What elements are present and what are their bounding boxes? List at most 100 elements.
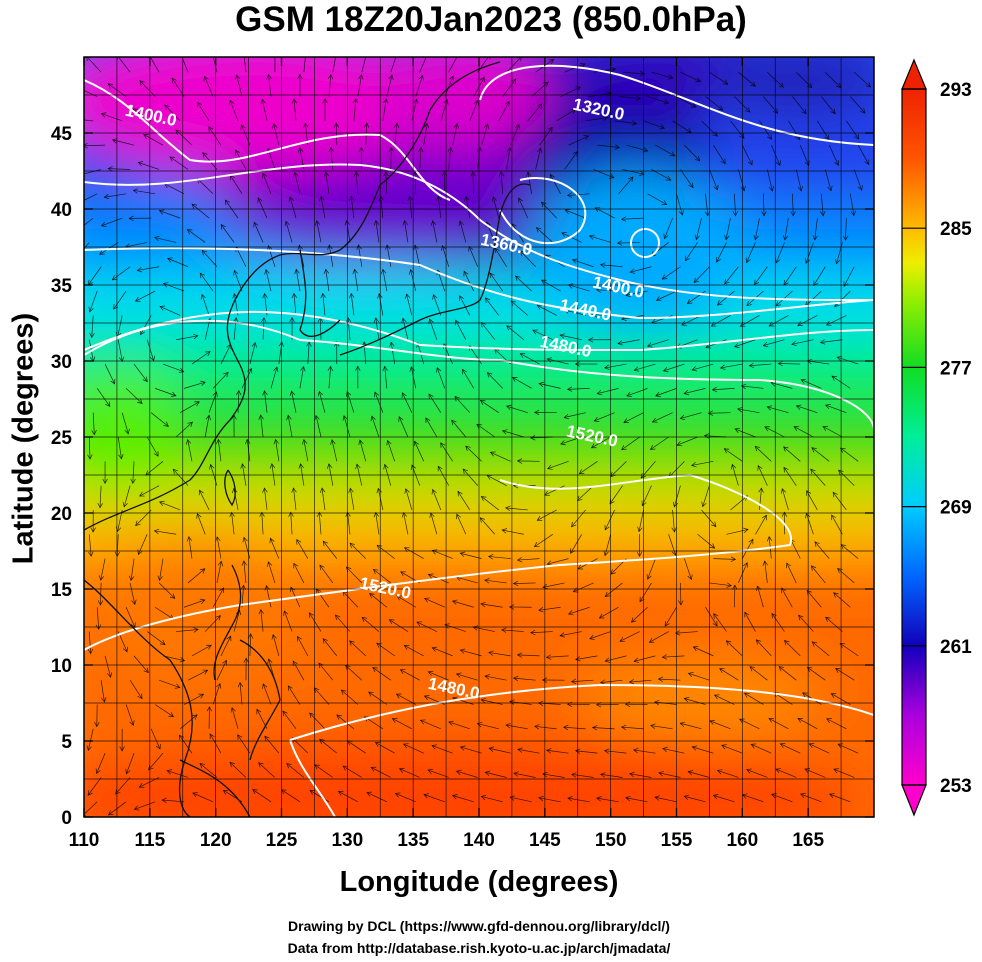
- wind-arrowhead: [713, 694, 720, 700]
- wind-streamline: [212, 683, 221, 705]
- wind-streamline: [293, 293, 297, 316]
- wind-arrowhead: [76, 227, 81, 232]
- wind-streamline: [567, 797, 590, 803]
- wind-arrowhead: [517, 197, 523, 204]
- wind-arrowhead: [768, 718, 775, 723]
- wind-streamline: [148, 752, 164, 771]
- wind-arrowhead: [192, 792, 198, 798]
- wind-arrowhead: [724, 234, 730, 241]
- wind-streamline: [432, 647, 453, 657]
- wind-streamline: [342, 590, 359, 608]
- wind-streamline: [204, 415, 210, 438]
- wind-arrowhead: [662, 366, 669, 373]
- wind-arrowhead: [470, 171, 476, 177]
- wind-streamline: [387, 440, 396, 462]
- wind-streamline: [705, 607, 718, 627]
- wind-arrowhead: [164, 104, 170, 110]
- wind-arrowhead: [377, 293, 383, 299]
- wind-arrowhead: [562, 724, 569, 731]
- wind-streamline: [809, 743, 830, 754]
- wind-streamline: [708, 412, 731, 414]
- wind-arrowhead: [721, 744, 727, 750]
- colorbar-lower-triangle: [901, 784, 927, 817]
- wind-streamline: [328, 366, 331, 389]
- wind-streamline: [481, 796, 503, 803]
- wind-arrowhead: [428, 318, 434, 324]
- wind-streamline: [622, 169, 645, 175]
- wind-arrowhead: [476, 146, 483, 153]
- wind-streamline: [433, 294, 442, 316]
- wind-streamline: [506, 405, 528, 414]
- wind-streamline: [725, 218, 731, 240]
- contour-line: [479, 64, 874, 146]
- wind-streamline: [783, 467, 797, 486]
- wind-arrowhead: [743, 562, 749, 568]
- wind-arrowhead: [142, 376, 148, 383]
- wind-streamline: [197, 513, 206, 535]
- wind-arrowhead: [560, 440, 566, 446]
- wind-arrowhead: [124, 428, 130, 435]
- wind-arrowhead: [242, 50, 247, 55]
- x-tick-label: 130: [331, 830, 363, 851]
- wind-arrowhead: [800, 793, 806, 799]
- wind-arrowhead: [678, 210, 684, 216]
- wind-arrowhead: [501, 528, 508, 534]
- wind-arrowhead: [570, 108, 577, 114]
- wind-arrowhead: [364, 51, 369, 56]
- wind-arrowhead: [458, 220, 464, 227]
- wind-streamline: [693, 266, 710, 283]
- wind-arrowhead: [598, 613, 605, 619]
- wind-streamline: [154, 530, 177, 535]
- contour-line: [84, 163, 874, 301]
- wind-streamline: [546, 655, 569, 658]
- wind-streamline: [316, 220, 322, 243]
- wind-arrowhead: [743, 692, 750, 698]
- wind-streamline: [330, 147, 334, 170]
- wind-arrowhead: [75, 254, 80, 259]
- wind-streamline: [270, 367, 278, 389]
- wind-arrowhead: [349, 640, 355, 646]
- wind-streamline: [199, 490, 210, 511]
- wind-streamline: [183, 381, 206, 389]
- wind-arrowhead: [174, 683, 181, 689]
- wind-streamline: [84, 169, 102, 175]
- wind-streamline: [622, 71, 645, 75]
- wind-arrowhead: [575, 86, 582, 92]
- wind-streamline: [829, 793, 851, 803]
- wind-streamline: [462, 369, 475, 389]
- wind-streamline: [800, 379, 822, 389]
- wind-arrowhead: [344, 219, 350, 226]
- lat-lon-grid: [84, 57, 874, 817]
- wind-streamline: [784, 218, 789, 240]
- wind-arrowhead: [418, 74, 424, 81]
- wind-arrowhead: [226, 635, 232, 642]
- wind-arrowhead: [355, 463, 361, 470]
- wind-arrowhead: [593, 416, 600, 422]
- wind-streamline: [212, 587, 224, 608]
- wind-arrowhead: [91, 429, 97, 436]
- wind-arrowhead: [186, 536, 193, 542]
- wind-streamline: [824, 169, 832, 191]
- wind-streamline: [297, 636, 309, 657]
- wind-arrowhead: [691, 745, 698, 751]
- wind-arrowhead: [237, 681, 244, 688]
- wind-streamline: [415, 75, 423, 97]
- wind-streamline: [664, 217, 673, 239]
- wind-arrowhead: [273, 366, 279, 373]
- wind-streamline: [96, 388, 111, 407]
- wind-arrowhead: [784, 640, 790, 646]
- wind-arrowhead: [486, 372, 493, 378]
- wind-arrowhead: [232, 487, 238, 494]
- wind-streamline: [414, 441, 425, 462]
- wind-arrowhead: [804, 258, 811, 264]
- wind-streamline: [456, 514, 467, 535]
- wind-streamline: [159, 558, 164, 581]
- wind-arrowhead: [604, 524, 610, 531]
- wind-streamline: [375, 742, 395, 754]
- wind-arrowhead: [199, 568, 206, 574]
- wind-arrowhead: [291, 487, 297, 493]
- wind-streamline: [414, 171, 417, 194]
- colorbar-tick-label: 261: [940, 637, 972, 658]
- wind-arrowhead: [619, 637, 625, 642]
- wind-arrowhead: [516, 652, 523, 658]
